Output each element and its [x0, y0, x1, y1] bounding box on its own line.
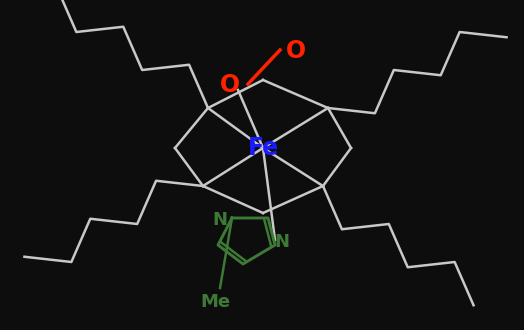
Text: N: N: [213, 211, 227, 229]
Text: Fe: Fe: [247, 136, 279, 160]
Text: O: O: [220, 73, 240, 97]
Text: N: N: [275, 233, 289, 251]
Text: Me: Me: [200, 293, 230, 311]
Text: O: O: [286, 39, 306, 63]
